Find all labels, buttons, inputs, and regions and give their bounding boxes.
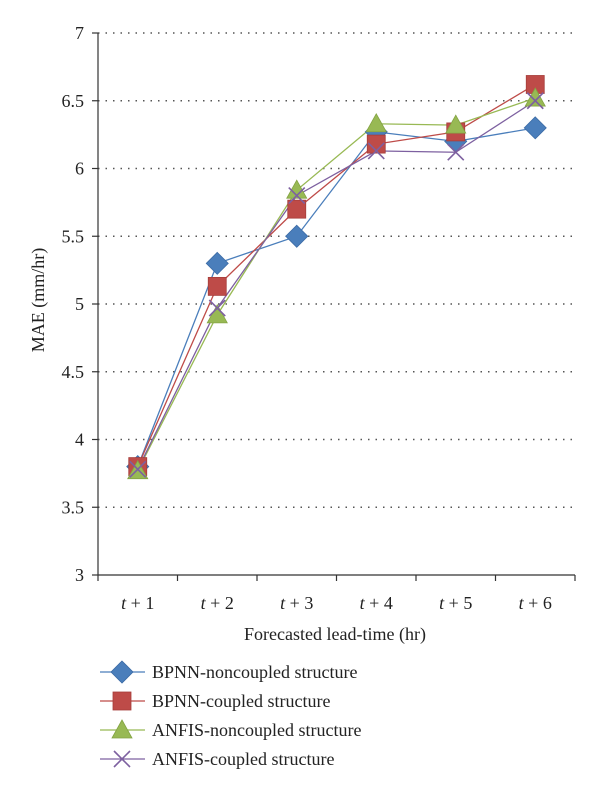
- legend-label: ANFIS-coupled structure: [152, 749, 334, 769]
- x-tick-var: t: [439, 593, 445, 613]
- legend-marker: [113, 750, 131, 768]
- legend-marker: [110, 660, 134, 684]
- series-3: [137, 100, 536, 470]
- y-tick-labels: 3 3.5 4 4.5 5 5.5 6 6.5 7: [62, 23, 85, 585]
- data-point: [285, 224, 309, 248]
- data-point: [524, 87, 546, 107]
- legend-item: ANFIS-noncoupled structure: [100, 719, 361, 740]
- data-point: [207, 276, 227, 296]
- x-marker-stroke: [113, 750, 131, 768]
- x-tick-label: t + 2: [201, 593, 234, 613]
- x-marker-stroke: [288, 187, 306, 205]
- legend-label: ANFIS-noncoupled structure: [152, 720, 361, 740]
- legend-marker: [111, 719, 133, 739]
- data-point: [367, 142, 385, 160]
- data-point: [286, 179, 308, 199]
- y-tick-label: 3: [75, 565, 84, 585]
- y-tick-label: 5: [75, 294, 84, 314]
- x-tick-rest: + 1: [126, 593, 154, 613]
- series-group: [126, 75, 547, 480]
- legend: BPNN-noncoupled structure BPNN-coupled st…: [100, 660, 361, 769]
- data-point: [447, 143, 465, 161]
- series-2: [137, 97, 536, 471]
- x-marker-stroke: [526, 92, 544, 110]
- series-markers-2: [127, 87, 546, 480]
- data-point: [288, 187, 306, 205]
- series-markers-3: [129, 92, 544, 478]
- legend-item: BPNN-noncoupled structure: [100, 660, 357, 684]
- x-tick-var: t: [201, 593, 207, 613]
- y-tick-label: 4.5: [62, 362, 85, 382]
- x-tick-label: t + 3: [280, 593, 313, 613]
- x-tick-label: t + 1: [121, 593, 154, 613]
- x-tick-rest: + 4: [365, 593, 393, 613]
- x-marker-stroke: [208, 299, 226, 317]
- series-markers-0: [126, 116, 547, 479]
- x-tick-label: t + 4: [360, 593, 393, 613]
- x-axis-title: Forecasted lead-time (hr): [244, 624, 426, 645]
- x-tick-var: t: [280, 593, 286, 613]
- y-tick-label: 5.5: [62, 226, 85, 246]
- series-0: [137, 127, 536, 467]
- series-1: [137, 83, 536, 467]
- series-line: [137, 127, 536, 467]
- legend-item: ANFIS-coupled structure: [100, 749, 334, 769]
- series-line: [137, 97, 536, 471]
- y-tick-label: 7: [75, 23, 84, 43]
- x-marker-stroke: [367, 142, 385, 160]
- series-line: [137, 100, 536, 470]
- x-marker-stroke: [129, 460, 147, 478]
- data-point: [287, 199, 307, 219]
- y-axis-title: MAE (mm/hr): [28, 248, 49, 352]
- x-marker-stroke: [447, 143, 465, 161]
- x-tick-var: t: [360, 593, 366, 613]
- x-tick-rest: + 5: [444, 593, 472, 613]
- y-tick-label: 3.5: [62, 497, 85, 517]
- x-tick-rest: + 6: [524, 593, 552, 613]
- data-point: [205, 251, 229, 275]
- legend-item: BPNN-coupled structure: [100, 691, 330, 711]
- x-tick-var: t: [519, 593, 525, 613]
- data-point: [445, 114, 467, 134]
- x-tick-label: t + 6: [519, 593, 552, 613]
- x-tick-label: t + 5: [439, 593, 472, 613]
- data-point: [526, 92, 544, 110]
- x-tick-rest: + 3: [285, 593, 313, 613]
- legend-marker: [112, 691, 132, 711]
- data-point: [366, 134, 386, 154]
- data-point: [208, 299, 226, 317]
- data-point: [523, 116, 547, 140]
- x-tick-var: t: [121, 593, 127, 613]
- data-point: [129, 460, 147, 478]
- legend-label: BPNN-noncoupled structure: [152, 662, 357, 682]
- gridlines: [98, 32, 575, 508]
- y-tick-label: 4: [75, 430, 84, 450]
- legend-label: BPNN-coupled structure: [152, 691, 330, 711]
- x-tick-rest: + 2: [206, 593, 234, 613]
- axes: [92, 32, 576, 581]
- y-tick-label: 6: [75, 159, 84, 179]
- data-point: [365, 112, 387, 133]
- series-line: [137, 83, 536, 467]
- y-tick-label: 6.5: [62, 91, 85, 111]
